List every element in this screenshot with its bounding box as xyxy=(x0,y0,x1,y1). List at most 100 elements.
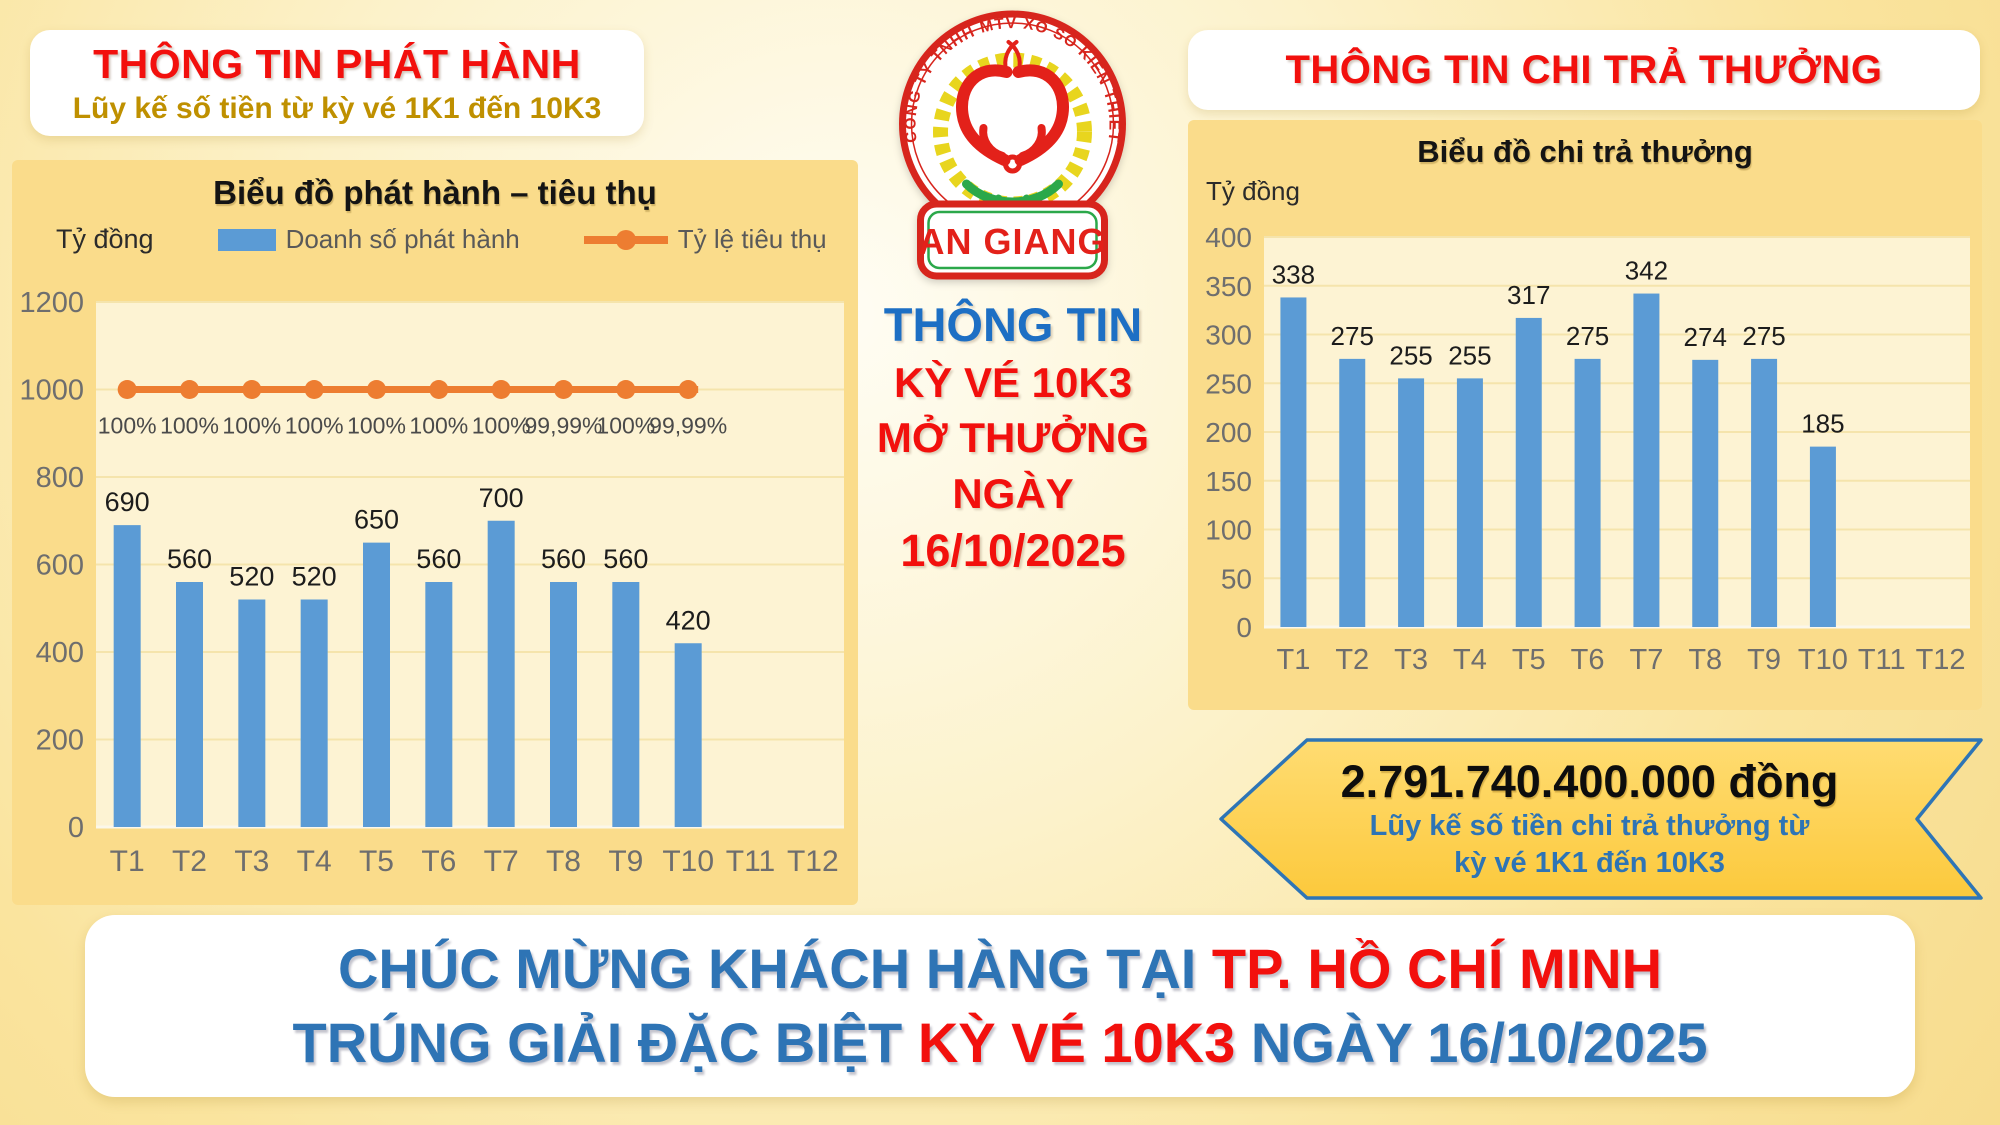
bar-value-label: 690 xyxy=(105,487,150,517)
rate-percent-label: 100% xyxy=(409,413,468,439)
x-tick-label: T7 xyxy=(1629,644,1663,676)
x-tick-label: T6 xyxy=(1571,644,1605,676)
y-tick-label: 300 xyxy=(1205,320,1252,351)
release-chart-legend: Tỷ đồng Doanh số phát hành Tỷ lệ tiêu th… xyxy=(56,224,827,255)
legend-item-consumption-rate: Tỷ lệ tiêu thụ xyxy=(583,224,827,255)
bar-value-label: 560 xyxy=(167,544,212,574)
x-tick-label: T3 xyxy=(234,845,269,878)
x-tick-label: T10 xyxy=(662,845,714,878)
rate-percent-label: 100% xyxy=(472,413,531,439)
rate-line-marker xyxy=(554,380,573,399)
bar-value-label: 420 xyxy=(666,605,711,635)
x-tick-label: T4 xyxy=(297,845,332,878)
bar-value-label: 342 xyxy=(1625,256,1668,286)
bar-T6 xyxy=(1574,358,1601,627)
congrats-banner: CHÚC MỪNG KHÁCH HÀNG TẠI TP. HỒ CHÍ MINH… xyxy=(85,915,1915,1097)
y-tick-label: 0 xyxy=(68,812,84,844)
ribbon-banner-icon xyxy=(1219,738,1983,900)
payout-total-caption-line2: kỳ vé 1K1 đến 10K3 xyxy=(1454,847,1725,879)
bar-T1 xyxy=(113,525,141,827)
rate-percent-label: 99,99% xyxy=(524,413,602,439)
x-tick-label: T1 xyxy=(1276,644,1310,676)
draw-info-date: 16/10/2025 xyxy=(900,525,1126,577)
payout-title: THÔNG TIN CHI TRẢ THƯỞNG xyxy=(1285,47,1883,92)
bar-value-label: 275 xyxy=(1331,321,1374,351)
x-tick-label: T11 xyxy=(726,845,775,878)
y-tick-label: 50 xyxy=(1221,563,1252,594)
rate-percent-label: 100% xyxy=(285,413,344,439)
congrats-line-1: CHÚC MỪNG KHÁCH HÀNG TẠI TP. HỒ CHÍ MINH xyxy=(338,932,1662,1006)
payout-chart-panel: Biểu đồ chi trả thưởng Tỷ đồng 0 50 100 150… xyxy=(1188,120,1982,710)
bar-value-label: 650 xyxy=(354,505,399,535)
bar-T4 xyxy=(300,599,328,827)
bar-swatch-icon xyxy=(217,228,276,251)
bar-T3 xyxy=(1398,378,1425,627)
rate-line-marker xyxy=(491,380,511,399)
release-header-card: THÔNG TIN PHÁT HÀNH Lũy kế số tiền từ kỳ… xyxy=(30,30,644,136)
y-tick-label: 1000 xyxy=(19,375,84,407)
x-tick-label: T5 xyxy=(359,845,394,878)
bar-T7 xyxy=(487,520,515,827)
congrats-line1-blue: CHÚC MỪNG KHÁCH HÀNG TẠI xyxy=(337,936,1197,1000)
y-tick-label: 800 xyxy=(36,462,84,494)
an-giang-logo-icon: CÔNG TY TNHH MTV XỔ SỐ KIẾN THIẾT xyxy=(899,10,1126,280)
draw-info-day-word: NGÀY xyxy=(952,469,1074,517)
payout-total-caption-line1: Lũy kế số tiền chi trả thưởng từ xyxy=(1369,809,1810,842)
payout-header-card: THÔNG TIN CHI TRẢ THƯỞNG xyxy=(1188,30,1980,110)
payout-total-amount: 2.791.740.400.000 đồng xyxy=(1340,755,1839,807)
rate-line-marker xyxy=(429,380,449,399)
x-tick-label: T4 xyxy=(1453,644,1487,676)
y-tick-label: 200 xyxy=(1205,417,1252,448)
shrimp-pair-icon xyxy=(956,40,1069,174)
x-tick-label: T12 xyxy=(1916,644,1966,676)
draw-info-open: MỞ THƯỞNG xyxy=(876,414,1150,462)
payout-total-banner: 2.791.740.400.000 đồng Lũy kế số tiền ch… xyxy=(1215,733,1990,905)
rate-percent-label: 100% xyxy=(98,413,157,439)
release-subtitle: Lũy kế số tiền từ kỳ vé 1K1 đến 10K3 xyxy=(72,91,602,125)
x-tick-label: T9 xyxy=(608,845,643,878)
rate-line-marker xyxy=(304,380,324,399)
company-logo: CÔNG TY TNHH MTV XỔ SỐ KIẾN THIẾT xyxy=(880,6,1145,298)
bar-value-label: 520 xyxy=(292,562,337,592)
bar-T4 xyxy=(1456,378,1483,627)
x-tick-label: T1 xyxy=(110,845,145,878)
bar-T1 xyxy=(1280,297,1307,627)
bar-T7 xyxy=(1633,293,1660,627)
y-tick-label: 400 xyxy=(1205,222,1252,253)
bar-value-label: 700 xyxy=(479,483,524,513)
congrats-line1-red: TP. HỒ CHÍ MINH xyxy=(1211,936,1663,1000)
payout-axis-unit-label: Tỷ đồng xyxy=(1206,176,1300,206)
x-tick-label: T6 xyxy=(421,845,456,878)
x-tick-label: T3 xyxy=(1394,644,1428,676)
rate-percent-label: 100% xyxy=(160,413,219,439)
draw-info-block: THÔNG TIN KỲ VÉ 10K3 MỞ THƯỞNG NGÀY 16/1… xyxy=(848,296,1178,580)
bar-value-label: 560 xyxy=(416,544,461,574)
bar-value-label: 520 xyxy=(229,562,274,592)
bar-value-label: 274 xyxy=(1684,322,1727,352)
bar-value-label: 317 xyxy=(1507,280,1550,310)
x-tick-label: T2 xyxy=(172,845,207,878)
release-title: THÔNG TIN PHÁT HÀNH xyxy=(93,40,581,87)
wheat-wreath-icon xyxy=(933,52,1092,212)
bar-T6 xyxy=(425,582,453,827)
bar-value-label: 255 xyxy=(1448,340,1491,370)
payout-total-texts: 2.791.740.400.000 đồng Lũy kế số tiền ch… xyxy=(1277,733,1902,905)
y-tick-label: 0 xyxy=(1236,612,1252,643)
legend-item-sales: Doanh số phát hành xyxy=(217,224,520,255)
legend-rate-label: Tỷ lệ tiêu thụ xyxy=(677,224,827,254)
rate-line-marker xyxy=(242,380,262,399)
bar-T3 xyxy=(238,599,266,827)
release-chart-title: Biểu đồ phát hành – tiêu thụ xyxy=(213,174,657,211)
bar-value-label: 560 xyxy=(603,544,648,574)
bar-value-label: 560 xyxy=(541,544,586,574)
release-chart-panel: Biểu đồ phát hành – tiêu thụ Tỷ đồng Doa… xyxy=(12,160,858,905)
x-tick-label: T12 xyxy=(787,845,839,878)
bar-value-label: 275 xyxy=(1742,321,1785,351)
y-tick-label: 100 xyxy=(1205,515,1252,546)
rate-percent-label: 100% xyxy=(347,413,406,439)
y-tick-label: 350 xyxy=(1205,271,1252,302)
congrats-line2-blue-1: TRÚNG GIẢI ĐẶC BIỆT xyxy=(292,1011,903,1074)
congrats-line2-red: KỲ VÉ 10K3 xyxy=(917,1011,1236,1074)
bar-value-label: 275 xyxy=(1566,321,1609,351)
logo-company-name: AN GIANG xyxy=(919,221,1107,262)
